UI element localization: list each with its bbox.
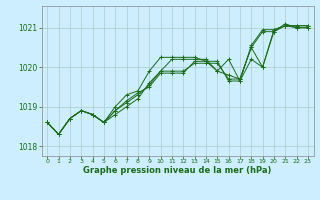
- X-axis label: Graphe pression niveau de la mer (hPa): Graphe pression niveau de la mer (hPa): [84, 166, 272, 175]
